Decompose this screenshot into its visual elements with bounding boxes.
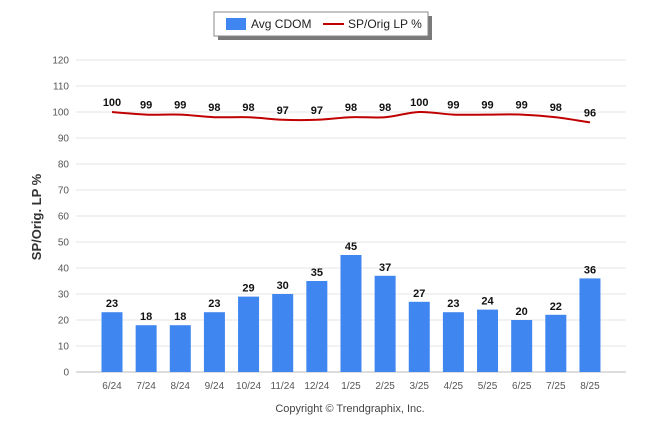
x-tick-label: 6/25: [512, 381, 532, 392]
x-tick-label: 5/25: [478, 381, 498, 392]
y-tick-label: 120: [52, 56, 69, 67]
x-tick-label: 8/24: [171, 381, 191, 392]
x-tick-label: 7/24: [136, 381, 156, 392]
bar-data-label: 23: [447, 298, 459, 310]
y-tick-label: 0: [63, 368, 69, 379]
bar-data-label: 45: [345, 241, 357, 253]
bar-7-24: [135, 325, 157, 372]
bar-data-label: 30: [277, 280, 289, 292]
legend-label-splp: SP/Orig LP %: [348, 17, 422, 31]
bar-11-24: [272, 294, 294, 372]
y-tick-label: 70: [58, 186, 70, 197]
x-tick-label: 11/24: [271, 381, 296, 392]
copyright-footer: Copyright © Trendgraphix, Inc.: [275, 403, 424, 415]
line-data-label: 98: [208, 102, 220, 114]
bar-1-25: [340, 255, 362, 372]
line-data-label: 98: [242, 102, 254, 114]
line-labels: 100 99 99 98 98 97 97 98 98 100 99 99 99 98 96: [103, 97, 596, 119]
bar-8-24: [169, 325, 191, 372]
bar-5-25: [477, 309, 499, 372]
x-tick-label: 8/25: [580, 381, 600, 392]
y-tick-label: 20: [58, 316, 70, 327]
line-data-label: 98: [550, 102, 562, 114]
line-data-label: 99: [481, 100, 493, 112]
x-tick-label: 7/25: [546, 381, 566, 392]
line-data-label: 97: [311, 105, 323, 117]
bar-7-25: [545, 314, 567, 372]
bars: [101, 255, 601, 372]
line-data-label: 96: [584, 107, 596, 119]
line-data-label: 99: [140, 100, 152, 112]
bar-data-label: 18: [174, 311, 186, 323]
bar-9-24: [203, 312, 225, 372]
bar-data-label: 20: [516, 306, 528, 318]
bar-8-25: [579, 278, 601, 372]
x-tick-label: 9/24: [205, 381, 225, 392]
bar-6-25: [511, 320, 533, 372]
y-tick-label: 50: [58, 238, 70, 249]
bar-data-label: 18: [140, 311, 152, 323]
line-data-label: 98: [379, 102, 391, 114]
bar-data-label: 23: [106, 298, 118, 310]
bar-data-label: 35: [311, 267, 323, 279]
line-data-label: 98: [345, 102, 357, 114]
bar-labels: 23 18 18 23 29 30 35 45 37 27 23 24 20 22 36: [106, 241, 596, 323]
bar-10-24: [238, 296, 260, 372]
bar-data-label: 22: [550, 301, 562, 313]
y-tick-label: 110: [53, 82, 69, 93]
bar-2-25: [374, 275, 396, 372]
series-line-splp: [111, 110, 591, 124]
bar-data-label: 37: [379, 262, 391, 274]
bar-data-label: 29: [242, 283, 254, 295]
bar-data-label: 36: [584, 264, 596, 276]
x-tick-label: 2/25: [375, 381, 395, 392]
legend-swatch-bar: [226, 18, 246, 30]
x-tick-label: 1/25: [341, 381, 361, 392]
y-tick-label: 40: [58, 264, 70, 275]
y-axis-label: SP/Orig. LP %: [29, 173, 44, 260]
x-tick-label: 12/24: [304, 381, 329, 392]
x-tick-label: 3/25: [410, 381, 430, 392]
bar-3-25: [408, 301, 430, 372]
legend: Avg CDOM SP/Orig LP %: [213, 11, 432, 40]
y-tick-label: 10: [58, 342, 70, 353]
line-data-label: 99: [447, 100, 459, 112]
bar-data-label: 23: [208, 298, 220, 310]
y-tick-label: 100: [52, 108, 69, 119]
line-data-label: 99: [516, 100, 528, 112]
legend-label-cdom: Avg CDOM: [251, 17, 311, 31]
x-tick-label: 6/24: [102, 381, 122, 392]
line-data-label: 99: [174, 100, 186, 112]
y-tick-label: 80: [58, 160, 70, 171]
y-tick-label: 60: [58, 212, 70, 223]
x-tick-label: 10/24: [236, 381, 261, 392]
bar-4-25: [442, 312, 464, 372]
y-tick-label: 90: [58, 134, 70, 145]
line-data-label: 100: [410, 97, 428, 109]
x-axis-ticks: 6/24 7/24 8/24 9/24 10/24 11/24 12/24 1/25 2/25 3…: [102, 381, 600, 392]
bar-data-label: 24: [481, 296, 494, 308]
bar-6-24: [101, 312, 123, 372]
bar-data-label: 27: [413, 288, 425, 300]
x-tick-label: 4/25: [444, 381, 464, 392]
line-data-label: 97: [277, 105, 289, 117]
bar-12-24: [306, 281, 328, 372]
y-tick-label: 30: [58, 290, 70, 301]
y-axis-ticks: 0 10 20 30 40 50 60 70 80 90 100 110 120: [52, 56, 69, 379]
line-data-label: 100: [103, 97, 121, 109]
